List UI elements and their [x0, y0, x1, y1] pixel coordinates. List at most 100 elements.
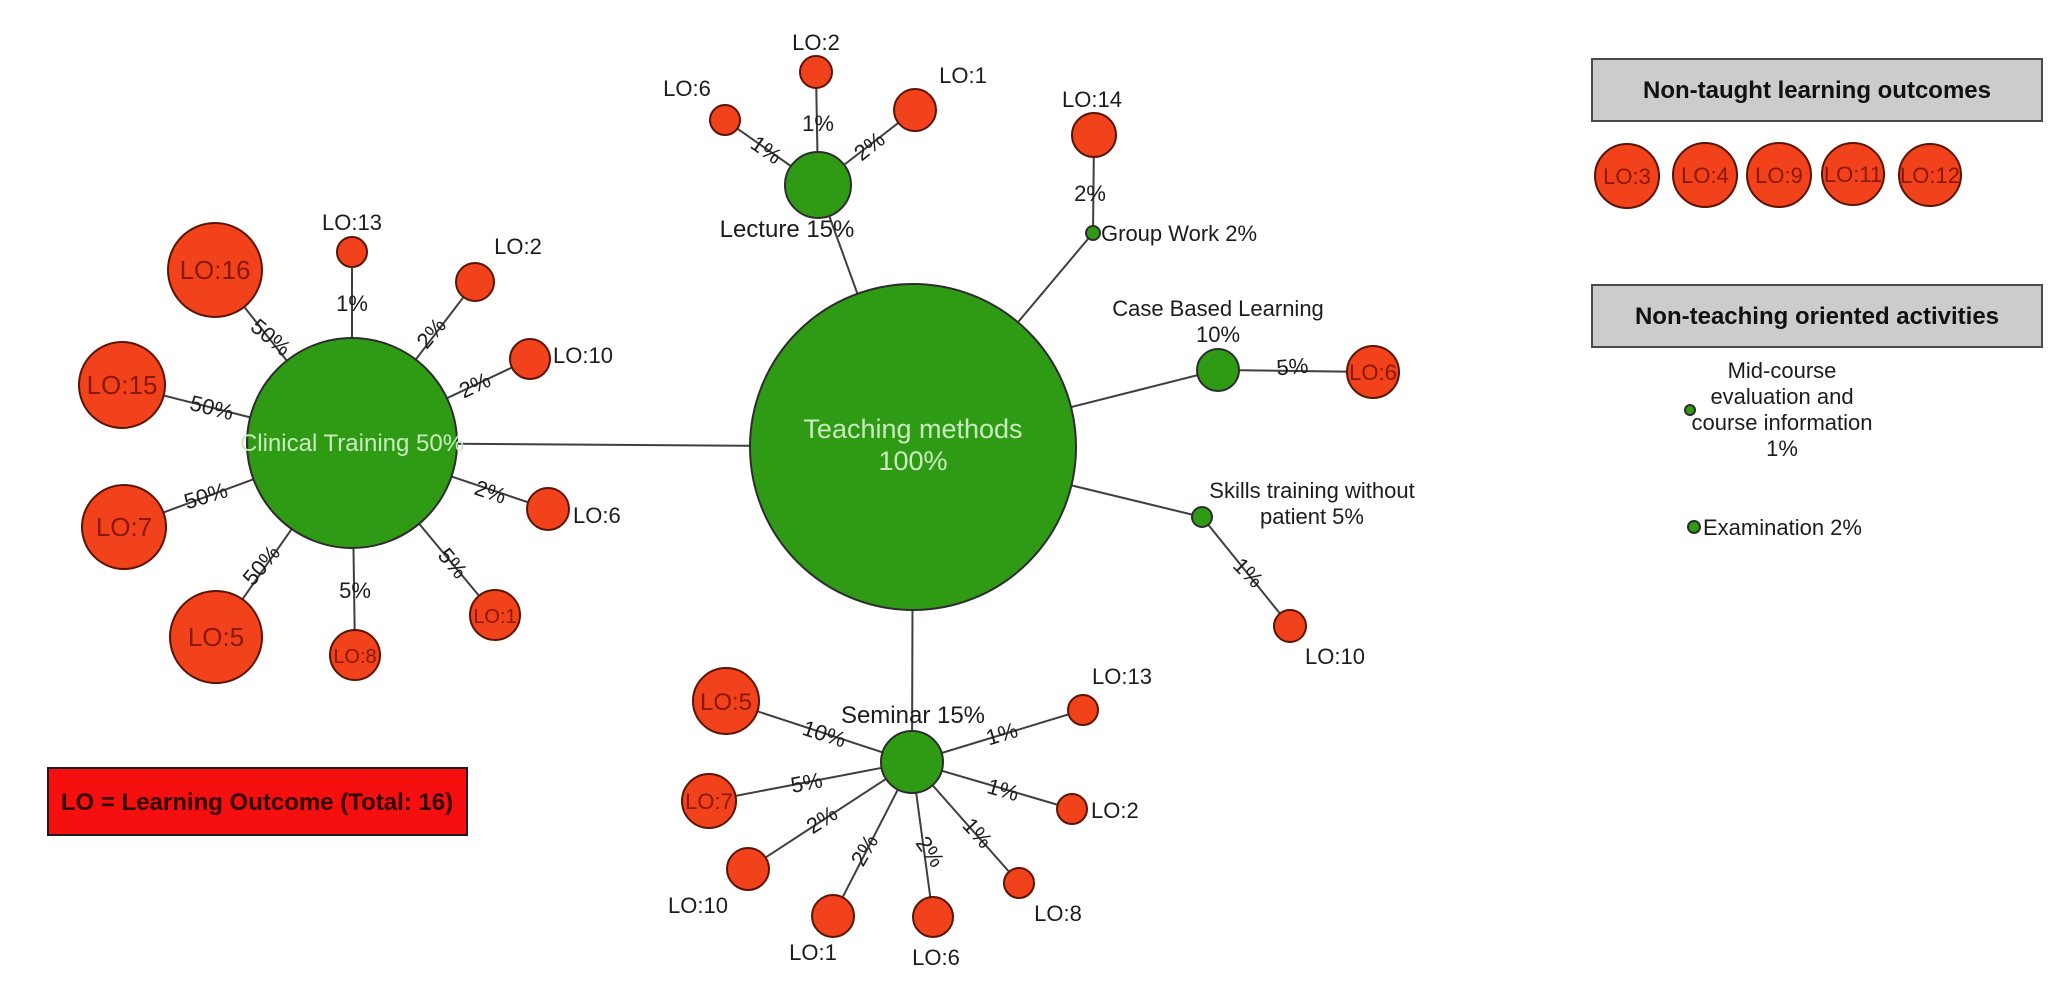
label-lo9-legend: LO:9 [1755, 163, 1803, 188]
node-lo13-clinical [336, 236, 368, 268]
label-lo5-clinical: LO:5 [188, 622, 244, 652]
label-lo6-lecture: LO:6 [663, 76, 711, 101]
label-lo8-seminar: LO:8 [1034, 901, 1082, 926]
label-lo13-seminar: LO:13 [1092, 664, 1152, 689]
non-teaching-header-title: Non-teaching oriented activities [1635, 303, 1999, 330]
label-teaching-methods-0: Teaching methods [803, 414, 1022, 444]
edge-label-clinical-training-lo2-clinical: 2% [411, 313, 451, 353]
edge-label-clinical-training-lo13-clinical: 1% [336, 291, 368, 316]
label-lo11-legend: LO:11 [1824, 162, 1882, 187]
node-lo7-seminar [681, 773, 737, 829]
node-lo8-seminar [1003, 867, 1035, 899]
label-lo1-seminar: LO:1 [789, 940, 837, 965]
node-lo3-legend [1594, 143, 1660, 209]
edge-label-seminar-lo1-seminar: 2% [846, 830, 884, 870]
edge-seminar-lo7-seminar [708, 761, 913, 802]
label-lo8-clinical: LO:8 [333, 646, 376, 668]
label-case-based-learning-0: Case Based Learning [1112, 296, 1324, 321]
label-lo6-case-based: LO:6 [1349, 360, 1397, 385]
node-case-based-learning [1196, 348, 1240, 392]
node-lo13-seminar [1067, 694, 1099, 726]
edge-label-group-work-lo14-group-work: 2% [1074, 181, 1106, 206]
examination-label-0: Examination 2% [1703, 515, 1862, 540]
node-lo12-legend [1898, 143, 1962, 207]
node-lo10-clinical [509, 338, 551, 380]
node-lo4-legend [1672, 142, 1738, 208]
label-lo10-skills: LO:10 [1305, 644, 1365, 669]
node-lo10-seminar [726, 847, 770, 891]
edge-label-seminar-lo13-seminar: 1% [983, 717, 1021, 750]
node-lo5-seminar [692, 667, 760, 735]
label-lo7-seminar: LO:7 [685, 789, 733, 814]
edge-label-clinical-training-lo10-clinical: 2% [455, 367, 494, 403]
label-lo5-seminar: LO:5 [700, 689, 752, 716]
node-lo1-seminar [811, 894, 855, 938]
label-lo15-clinical: LO:15 [87, 370, 158, 400]
node-lecture [784, 151, 852, 219]
lo-note-box-title: LO = Learning Outcome (Total: 16) [61, 789, 453, 816]
edge-label-lecture-lo2-lecture: 1% [802, 111, 834, 136]
node-lo1-clinical [469, 589, 521, 641]
node-lo15-clinical [78, 341, 166, 429]
node-lo2-seminar [1056, 793, 1088, 825]
edge-label-lecture-lo1-lecture: 2% [849, 126, 889, 165]
node-lo6-clinical [526, 487, 570, 531]
label-seminar: Seminar 15% [841, 702, 985, 729]
node-lo16-clinical [167, 222, 263, 318]
node-clinical-training [246, 337, 458, 549]
label-lo12-legend: LO:12 [1900, 163, 1960, 188]
node-midcourse-dot [1684, 404, 1696, 416]
node-lo9-legend [1746, 142, 1812, 208]
edge-label-seminar-lo7-seminar: 5% [789, 767, 825, 798]
node-lo6-seminar [912, 896, 954, 938]
edge-label-skills-training-lo10-skills: 1% [1228, 553, 1268, 593]
edge-label-seminar-lo10-seminar: 2% [802, 801, 842, 839]
label-clinical-training: Clinical Training 50% [240, 430, 464, 457]
edge-label-clinical-training-lo16-clinical: 50% [246, 314, 296, 361]
edge-label-seminar-lo2-seminar: 1% [984, 773, 1021, 806]
node-lo5-clinical [169, 590, 263, 684]
node-lo8-clinical [329, 629, 381, 681]
node-lo11-legend [1821, 142, 1885, 206]
node-lo14-group-work [1071, 112, 1117, 158]
node-skills-training [1191, 506, 1213, 528]
edge-label-clinical-training-lo8-clinical: 5% [339, 578, 371, 603]
node-teaching-methods [749, 283, 1077, 611]
label-lo2-seminar: LO:2 [1091, 798, 1139, 823]
label-lo16-clinical: LO:16 [180, 255, 251, 285]
label-case-based-learning-1: 10% [1196, 322, 1240, 347]
node-examination-dot [1687, 520, 1701, 534]
label-lo13-clinical: LO:13 [322, 210, 382, 235]
edge-label-clinical-training-lo6-clinical: 2% [471, 475, 509, 509]
label-skills-training-0: Skills training without [1209, 478, 1414, 503]
non-taught-header-title: Non-taught learning outcomes [1643, 77, 1991, 104]
edge-label-seminar-lo6-seminar: 2% [911, 832, 950, 872]
edge-label-lecture-lo6-lecture: 1% [746, 130, 786, 169]
label-lo7-clinical: LO:7 [96, 512, 152, 542]
node-lo10-skills [1273, 609, 1307, 643]
label-lo2-lecture: LO:2 [792, 30, 840, 55]
non-teaching-header [1591, 284, 2043, 348]
node-lo2-clinical [455, 262, 495, 302]
node-group-work [1085, 225, 1101, 241]
label-lo2-clinical: LO:2 [494, 234, 542, 259]
label-skills-training-1: patient 5% [1260, 504, 1364, 529]
midcourse-label-3: 1% [1766, 436, 1798, 461]
edge-label-clinical-training-lo15-clinical: 50% [187, 390, 236, 425]
edge-label-case-based-learning-lo6-case-based: 5% [1275, 353, 1309, 381]
non-taught-header [1591, 58, 2043, 122]
node-lo6-lecture [709, 104, 741, 136]
edge-seminar-lo10-seminar [747, 761, 913, 870]
label-lo6-seminar: LO:6 [912, 945, 960, 970]
label-teaching-methods-1: 100% [878, 446, 947, 476]
edge-skills-training-lo10-skills [1201, 516, 1291, 627]
label-lo4-legend: LO:4 [1681, 163, 1729, 188]
midcourse-label-1: evaluation and [1710, 384, 1853, 409]
label-group-work: Group Work 2% [1101, 221, 1257, 246]
label-lo14-group-work: LO:14 [1062, 87, 1122, 112]
edge-label-seminar-lo8-seminar: 1% [958, 813, 998, 853]
lo-note-box [47, 767, 468, 836]
node-lo2-lecture [799, 55, 833, 89]
